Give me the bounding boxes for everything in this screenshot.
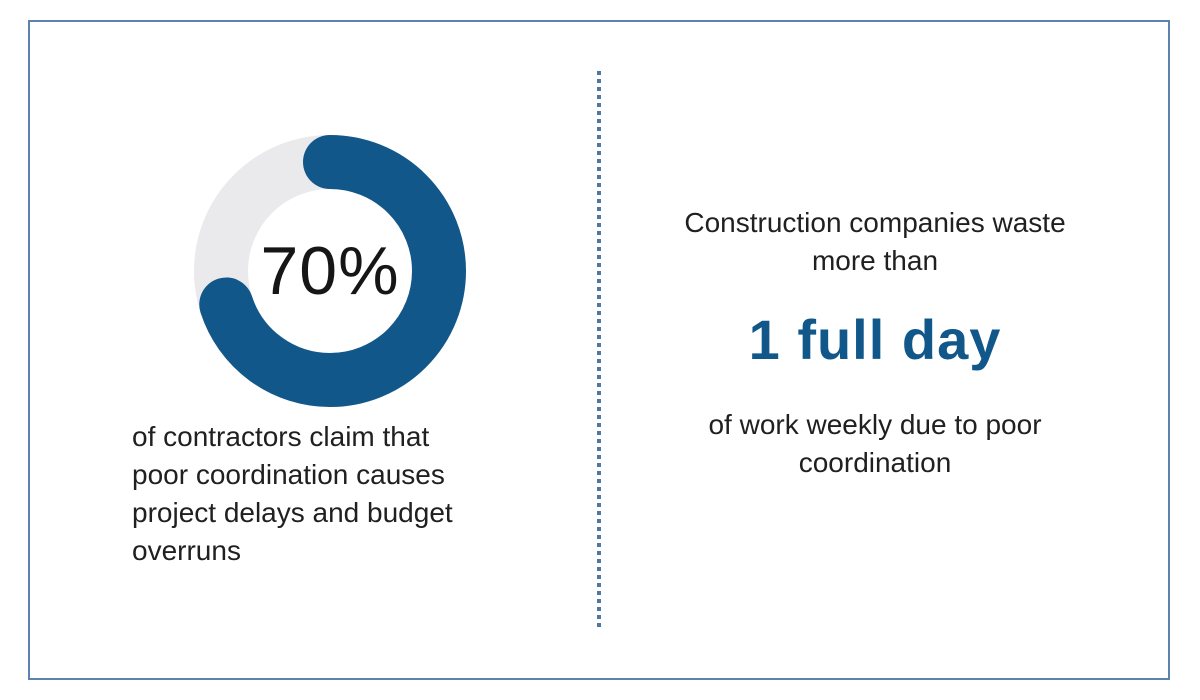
- right-highlight-stat: 1 full day: [748, 308, 1002, 371]
- donut-chart-svg: [194, 135, 466, 407]
- donut-chart: 70%: [194, 135, 466, 407]
- right-intro-text: Construction companies waste more than: [684, 207, 1066, 276]
- right-outro-text: of work weekly due to poor coordination: [708, 409, 1042, 478]
- left-caption-text: of contractors claim that poor coordinat…: [132, 421, 453, 566]
- donut-value-arc: [194, 135, 466, 407]
- stat-card: 70% of contractors claim that poor coord…: [28, 20, 1170, 680]
- dotted-divider: [597, 71, 601, 629]
- donut-percent-label: 70%: [260, 233, 400, 309]
